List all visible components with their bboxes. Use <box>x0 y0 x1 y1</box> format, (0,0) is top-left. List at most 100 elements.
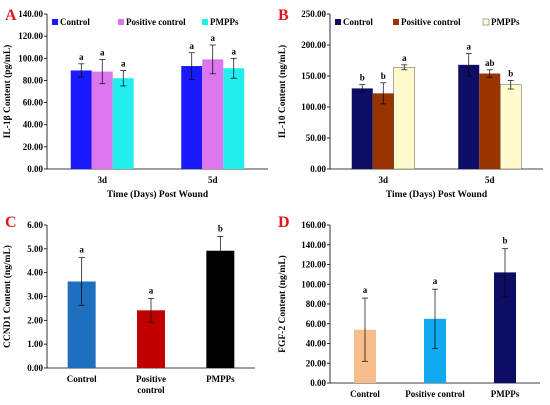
y-tick-label: 140.00 <box>301 240 326 250</box>
y-tick-label: 60.00 <box>306 319 327 329</box>
significance-label: a <box>467 42 472 52</box>
y-tick-label: 80.00 <box>306 299 327 309</box>
y-tick-label: 2.00 <box>27 315 43 325</box>
y-tick-label: 60.00 <box>23 98 44 108</box>
bar <box>202 59 224 170</box>
y-axis-label: IL-1β Content (pg/mL) <box>2 45 13 139</box>
significance-label: b <box>508 68 513 78</box>
legend-label: Control <box>343 17 373 27</box>
x-tick-label: Positive <box>136 374 166 384</box>
x-axis-label: Time (Days) Post Wound <box>107 189 209 200</box>
bar <box>424 318 446 383</box>
chart-panel-a: 0.00 20.00 40.00 60.00 80.00 100.00 120.00 140.… <box>2 7 268 200</box>
legend-swatch <box>335 19 341 25</box>
bar <box>91 71 113 169</box>
legend-label: PMPPs <box>491 17 520 27</box>
panel-letter: D <box>278 214 290 231</box>
bar <box>223 68 245 169</box>
significance-label: a <box>402 53 407 63</box>
y-tick-label: 200.00 <box>301 40 326 50</box>
significance-label: a <box>232 46 237 56</box>
y-tick-label: 20.00 <box>23 142 44 152</box>
chart-panel-b: 0.00 50.00 100.00 150.00 200.00 250.00 IL-10 C… <box>277 7 543 200</box>
significance-label: a <box>363 285 368 295</box>
significance-label: a <box>190 41 195 51</box>
legend-swatch <box>393 19 399 25</box>
x-axis-label: Time (Days) Post Wound <box>386 189 488 200</box>
significance-label: b <box>381 71 386 81</box>
significance-label: a <box>100 47 105 57</box>
y-tick-label: 0.00 <box>310 164 326 174</box>
y-tick-label: 100.00 <box>301 279 326 289</box>
y-tick-label: 100.00 <box>301 102 326 112</box>
x-tick-label: 5d <box>485 175 495 185</box>
y-axis-label: FGF-2 Content (ng/mL) <box>277 255 288 353</box>
y-tick-label: 6.00 <box>27 220 43 230</box>
panel-letter: A <box>5 7 17 24</box>
legend-swatch <box>118 19 124 25</box>
y-tick-label: 80.00 <box>23 75 44 85</box>
bar <box>372 93 394 169</box>
x-tick-label: Control <box>67 374 97 384</box>
legend-label: PMPPs <box>210 17 239 27</box>
y-tick-label: 0.00 <box>310 378 326 388</box>
legend-swatch <box>202 19 208 25</box>
significance-label: a <box>79 245 84 255</box>
bar <box>458 64 480 169</box>
bar <box>479 73 501 169</box>
panel-letter: B <box>278 7 289 24</box>
legend-label: Positive control <box>401 17 461 27</box>
legend-label: Control <box>60 17 90 27</box>
y-tick-label: 120.00 <box>301 260 326 270</box>
y-tick-label: 3.00 <box>27 292 43 302</box>
y-tick-label: 0.00 <box>27 164 43 174</box>
legend-swatch <box>482 18 490 26</box>
bar <box>500 84 522 170</box>
y-tick-label: 4.00 <box>27 268 43 278</box>
y-tick-label: 5.00 <box>27 244 43 254</box>
y-tick-label: 40.00 <box>23 120 44 130</box>
y-tick-label: 160.00 <box>301 220 326 230</box>
significance-label: a <box>211 33 216 43</box>
significance-label: a <box>433 276 438 286</box>
significance-label: b <box>360 73 365 83</box>
bar <box>112 78 134 169</box>
y-tick-label: 250.00 <box>301 9 326 19</box>
bar <box>351 88 373 169</box>
y-tick-label: 100.00 <box>18 53 43 63</box>
y-tick-label: 140.00 <box>18 9 43 19</box>
significance-label: a <box>79 52 84 62</box>
x-tick-label: Control <box>350 389 380 399</box>
y-tick-label: 20.00 <box>306 358 327 368</box>
bar <box>393 67 415 170</box>
x-tick-label: PMPPs <box>491 389 520 399</box>
y-axis-label: IL-10 Content (ng/mL) <box>277 45 288 138</box>
panel-letter: C <box>5 214 17 231</box>
y-axis-label: CCND1 Content (ng/mL) <box>2 245 13 348</box>
bar <box>494 272 516 383</box>
legend-label: Positive control <box>126 17 186 27</box>
y-tick-label: 1.00 <box>27 339 43 349</box>
significance-label: b <box>218 223 223 233</box>
y-tick-label: 150.00 <box>301 71 326 81</box>
significance-label: a <box>149 285 154 295</box>
legend-swatch <box>52 19 58 25</box>
bar <box>70 70 92 169</box>
significance-label: b <box>502 236 507 246</box>
chart-panel-c: 0.00 1.00 2.00 3.00 4.00 5.00 6.00 CCND1 Conten… <box>2 214 255 395</box>
y-tick-label: 0.00 <box>27 363 43 373</box>
bar <box>181 66 203 169</box>
x-tick-label: 3d <box>378 175 388 185</box>
y-tick-label: 120.00 <box>18 31 43 41</box>
x-tick-label: 3d <box>97 175 107 185</box>
significance-label: a <box>121 58 126 68</box>
x-tick-label: control <box>137 385 165 395</box>
x-tick-label: 5d <box>208 175 218 185</box>
significance-label: ab <box>485 58 495 68</box>
bar <box>206 250 235 368</box>
y-tick-label: 40.00 <box>306 339 327 349</box>
x-tick-label: PMPPs <box>206 374 235 384</box>
chart-panel-d: 0.00 20.00 40.00 60.00 80.00 100.00 120.00 140.… <box>277 214 540 399</box>
y-tick-label: 50.00 <box>306 133 327 143</box>
x-tick-label: Positive control <box>405 389 465 399</box>
